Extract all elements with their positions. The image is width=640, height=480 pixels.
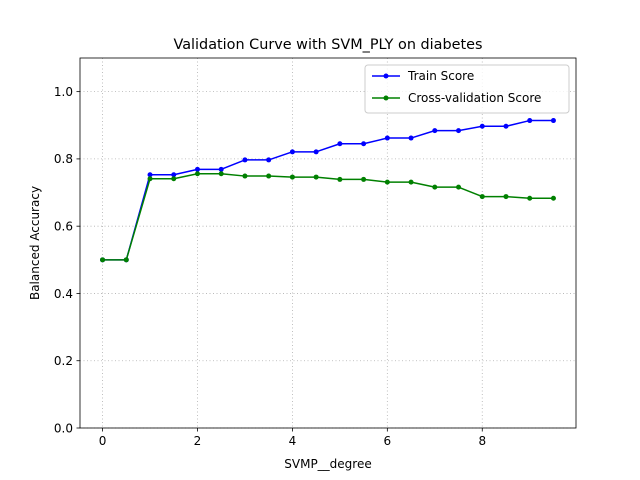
data-point-s0-6 bbox=[242, 157, 248, 163]
data-point-s1-0 bbox=[100, 257, 106, 263]
legend-label-cv: Cross-validation Score bbox=[408, 91, 541, 105]
data-point-s0-11 bbox=[361, 141, 367, 147]
data-point-s1-9 bbox=[313, 174, 319, 180]
data-point-s1-17 bbox=[503, 194, 509, 200]
data-point-s0-5 bbox=[218, 166, 224, 172]
legend-label-train: Train Score bbox=[407, 69, 474, 83]
data-point-s1-1 bbox=[123, 257, 129, 263]
data-point-s1-15 bbox=[456, 184, 462, 190]
series-line-0 bbox=[102, 119, 554, 261]
series-line-1 bbox=[102, 172, 554, 261]
plot-area bbox=[80, 58, 576, 428]
data-point-s0-18 bbox=[527, 118, 533, 124]
data-point-s1-11 bbox=[361, 176, 367, 182]
x-tick-label-2: 4 bbox=[289, 434, 297, 448]
data-point-s0-17 bbox=[503, 123, 509, 129]
data-point-s1-16 bbox=[479, 194, 485, 200]
data-point-s0-3 bbox=[171, 172, 177, 178]
x-tick-label-3: 6 bbox=[384, 434, 392, 448]
y-tick-label-2: 0.4 bbox=[54, 287, 73, 301]
data-point-s1-19 bbox=[550, 195, 556, 201]
chart-title: Validation Curve with SVM_PLY on diabete… bbox=[174, 37, 483, 53]
data-point-s1-12 bbox=[384, 179, 390, 185]
y-tick-label-1: 0.2 bbox=[54, 354, 73, 368]
data-point-s1-6 bbox=[242, 173, 248, 179]
data-point-s1-7 bbox=[266, 173, 272, 179]
axes-frame bbox=[79, 57, 577, 429]
data-point-s1-4 bbox=[194, 171, 200, 177]
data-point-s1-13 bbox=[408, 179, 414, 185]
data-point-s0-14 bbox=[432, 128, 438, 134]
series-layer bbox=[100, 118, 556, 263]
x-axis-label: SVMP__degree bbox=[284, 457, 371, 471]
legend-marker-cv bbox=[383, 95, 389, 101]
data-point-s0-19 bbox=[550, 118, 556, 124]
data-point-s0-8 bbox=[289, 149, 295, 155]
data-point-s0-12 bbox=[384, 135, 390, 141]
x-tick-label-4: 8 bbox=[478, 434, 486, 448]
legend-box bbox=[364, 64, 570, 114]
y-tick-label-5: 1.0 bbox=[54, 85, 73, 99]
data-point-s1-5 bbox=[218, 171, 224, 177]
data-point-s0-15 bbox=[456, 128, 462, 134]
data-point-s0-2 bbox=[147, 172, 153, 178]
data-point-s1-18 bbox=[527, 195, 533, 201]
y-tick-label-4: 0.8 bbox=[54, 152, 73, 166]
data-point-s0-7 bbox=[266, 157, 272, 163]
data-point-s0-9 bbox=[313, 149, 319, 155]
data-point-s0-10 bbox=[337, 141, 343, 147]
data-point-s0-16 bbox=[479, 123, 485, 129]
data-point-s1-3 bbox=[171, 176, 177, 182]
legend-marker-train bbox=[383, 73, 389, 79]
data-point-s1-8 bbox=[289, 174, 295, 180]
data-point-s0-4 bbox=[194, 166, 200, 172]
x-tick-label-0: 0 bbox=[99, 434, 107, 448]
x-tick-label-1: 2 bbox=[194, 434, 202, 448]
data-point-s0-13 bbox=[408, 135, 414, 141]
y-axis-label: Balanced Accuracy bbox=[28, 186, 42, 300]
legend: Train Score Cross-validation Score bbox=[364, 64, 570, 114]
y-tick-label-3: 0.6 bbox=[54, 219, 73, 233]
data-point-s1-10 bbox=[337, 176, 343, 182]
y-tick-label-0: 0.0 bbox=[54, 421, 73, 435]
axes-layer: 0 2 4 6 8 0.0 0.2 0.4 0.6 0.8 1.0 bbox=[54, 57, 577, 448]
data-point-s1-2 bbox=[147, 176, 153, 182]
data-point-s1-14 bbox=[432, 184, 438, 190]
